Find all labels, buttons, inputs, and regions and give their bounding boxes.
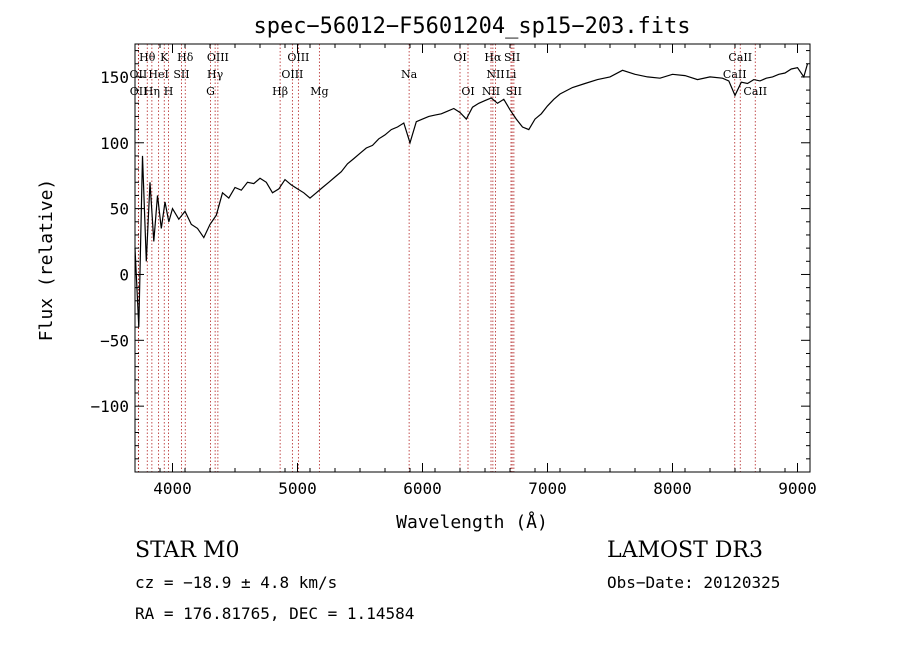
x-tick-label: 4000 xyxy=(153,479,192,498)
x-tick-label: 8000 xyxy=(653,479,692,498)
x-tick-label: 7000 xyxy=(528,479,567,498)
line-label: HeI xyxy=(148,68,168,81)
y-tick-label: −50 xyxy=(100,331,129,350)
y-tick-label: −100 xyxy=(90,397,129,416)
line-label: SII xyxy=(504,51,520,64)
line-label: Hα xyxy=(484,51,502,64)
line-label: Hη xyxy=(144,85,160,98)
line-label: CaII xyxy=(728,51,752,64)
line-label: Hβ xyxy=(272,85,288,98)
line-label: CaII xyxy=(723,68,747,81)
line-label: Na xyxy=(401,68,418,81)
coordinates-text: RA = 176.81765, DEC = 1.14584 xyxy=(135,604,415,623)
line-label: OII xyxy=(130,85,148,98)
line-label: G xyxy=(206,85,215,98)
line-label: K xyxy=(160,51,169,64)
plot-frame xyxy=(134,43,811,473)
line-label: OIII xyxy=(287,51,309,64)
y-tick-label: 150 xyxy=(100,68,129,87)
line-label: OIII xyxy=(281,68,303,81)
y-tick-label: 50 xyxy=(110,200,129,219)
redshift-text: cz = −18.9 ± 4.8 km/s xyxy=(135,573,338,592)
line-label: OII xyxy=(130,68,148,81)
spectrum-line xyxy=(134,63,809,328)
line-label: Hδ xyxy=(177,51,194,64)
line-label: Hθ xyxy=(139,51,156,64)
y-axis: −100 −50 0 50 100 150 xyxy=(90,50,810,460)
survey-label: LAMOST DR3 xyxy=(607,538,763,563)
line-label: CaII xyxy=(743,85,767,98)
line-label: H xyxy=(164,85,174,98)
x-axis: 4000 5000 6000 7000 8000 9000 xyxy=(134,44,817,498)
spectral-line-markers xyxy=(137,44,756,472)
y-axis-label: Flux (relative) xyxy=(36,179,57,342)
x-tick-label: 5000 xyxy=(278,479,317,498)
line-label: Mg xyxy=(310,85,328,98)
line-label: SII xyxy=(506,85,522,98)
x-tick-label: 9000 xyxy=(778,479,817,498)
line-label: OIII xyxy=(207,51,229,64)
line-label: Hγ xyxy=(207,68,224,81)
observation-date: Obs−Date: 20120325 xyxy=(607,573,781,592)
chart-title: spec−56012−F5601204_sp15−203.fits xyxy=(253,14,690,39)
object-class-label: STAR M0 xyxy=(135,538,240,563)
line-label: NII xyxy=(486,68,504,81)
line-label: Li xyxy=(506,68,517,81)
y-tick-label: 100 xyxy=(100,134,129,153)
x-tick-label: 6000 xyxy=(403,479,442,498)
x-axis-label: Wavelength (Å) xyxy=(396,511,548,533)
line-label: OI xyxy=(461,85,474,98)
line-label: OI xyxy=(453,51,466,64)
y-tick-label: 0 xyxy=(119,265,129,284)
line-label: NII xyxy=(482,85,500,98)
line-label: SII xyxy=(173,68,189,81)
